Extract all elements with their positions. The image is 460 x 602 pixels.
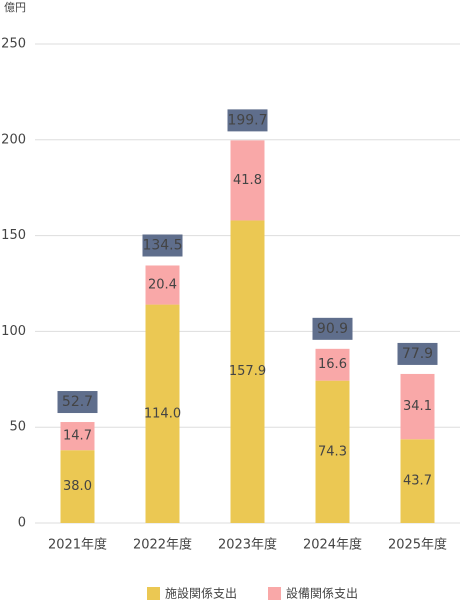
total-label: 77.9 [402, 346, 433, 362]
legend-swatch [147, 587, 160, 600]
value-label: 38.0 [63, 479, 92, 494]
total-label-box [142, 234, 183, 257]
total-label: 52.7 [62, 394, 93, 410]
x-tick-label: 2021年度 [48, 537, 107, 553]
bar-segment [145, 304, 180, 523]
y-tick-label: 0 [18, 516, 26, 531]
value-label: 41.8 [233, 173, 262, 188]
bar-segment [315, 348, 350, 381]
legend-label: 施設関係支出 [165, 586, 237, 601]
total-label: 199.7 [227, 112, 267, 128]
value-label: 16.6 [318, 357, 347, 372]
total-label-box [57, 391, 98, 414]
x-tick-label: 2022年度 [133, 537, 192, 553]
value-label: 20.4 [148, 278, 177, 293]
y-tick-label: 250 [1, 37, 26, 52]
bar-segment [145, 265, 180, 305]
total-label: 134.5 [142, 237, 182, 253]
value-label: 114.0 [144, 406, 181, 421]
bar-segment [400, 439, 435, 523]
x-tick-label: 2023年度 [218, 537, 277, 553]
value-label: 43.7 [403, 474, 432, 489]
x-tick-label: 2025年度 [388, 537, 447, 553]
bar-segment [230, 140, 265, 221]
value-label: 34.1 [403, 399, 432, 414]
bar-segment [315, 380, 350, 523]
total-label: 90.9 [317, 321, 348, 337]
total-label-box [312, 317, 353, 340]
y-tick-label: 200 [1, 132, 26, 147]
bar-segment [230, 220, 265, 523]
bar-segment [60, 450, 95, 523]
y-axis-label: 億円 [4, 1, 26, 14]
y-tick-label: 50 [9, 420, 26, 435]
total-label-box [397, 342, 438, 365]
legend-label: 設備関係支出 [286, 586, 358, 601]
x-tick-label: 2024年度 [303, 537, 362, 553]
y-tick-label: 100 [1, 324, 26, 339]
value-label: 14.7 [63, 429, 92, 444]
y-tick-label: 150 [1, 228, 26, 243]
value-label: 74.3 [318, 444, 347, 459]
bar-segment [60, 422, 95, 451]
legend-swatch [268, 587, 281, 600]
value-label: 157.9 [229, 364, 266, 379]
bar-segment [400, 373, 435, 440]
total-label-box [227, 109, 268, 132]
